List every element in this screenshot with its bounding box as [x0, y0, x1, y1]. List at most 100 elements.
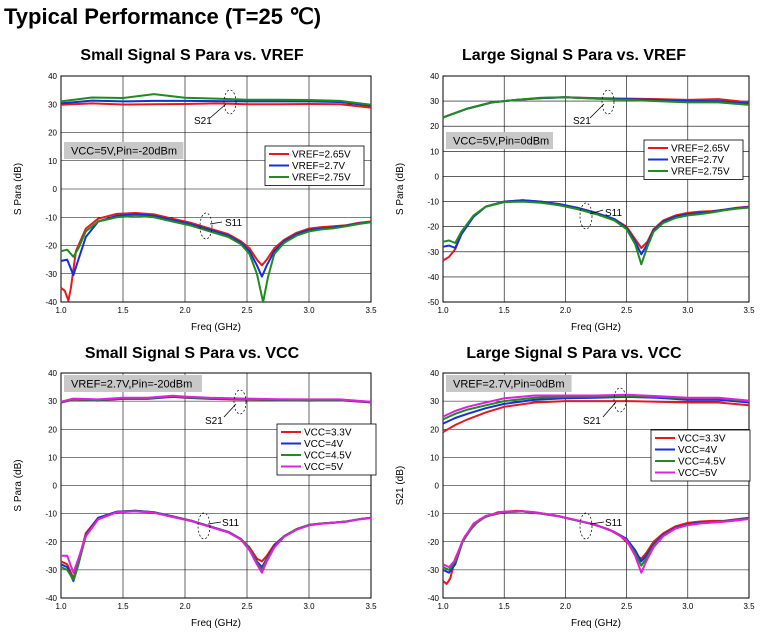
- y-tick-label: -30: [45, 270, 57, 279]
- y-axis-label: S21 (dB): [395, 466, 406, 505]
- series-s11-line-2: [442, 199, 750, 256]
- y-tick-label: 0: [53, 482, 58, 491]
- chart-title: Large Signal S Para vs. VREF: [462, 47, 686, 64]
- y-tick-label: 20: [430, 425, 439, 434]
- y-tick-label: -20: [427, 223, 439, 232]
- condition-label: VCC=5V,Pin=0dBm: [453, 136, 549, 148]
- series-s11-line-3: [60, 214, 372, 303]
- x-tick-label: 3.5: [365, 306, 377, 315]
- x-tick-label: 1.0: [55, 306, 67, 315]
- legend-entry: VCC=4V: [678, 445, 718, 456]
- y-axis-label: S Para (dB): [13, 459, 24, 511]
- series-s11-line-4: [442, 510, 750, 574]
- page-title: Typical Performance (T=25 ℃): [4, 4, 322, 29]
- annotation-ellipse: [579, 512, 593, 540]
- chart-title: Small Signal S Para vs. VREF: [80, 47, 303, 64]
- x-tick-label: 2.5: [241, 306, 253, 315]
- y-axis-label: S Para (dB): [13, 163, 24, 215]
- x-tick-label: 1.5: [117, 306, 129, 315]
- y-tick-label: -30: [45, 566, 57, 575]
- legend-entry: VCC=4.5V: [678, 457, 726, 468]
- chart-title: Large Signal S Para vs. VCC: [466, 345, 682, 362]
- x-tick-label: 3.0: [303, 602, 315, 611]
- chart-title: Small Signal S Para vs. VCC: [85, 345, 300, 362]
- legend-entry: VREF=2.75V: [292, 173, 351, 184]
- x-tick-label: 1.5: [117, 602, 129, 611]
- x-tick-label: 3.5: [743, 602, 755, 611]
- chart-panel-2: Large Signal S Para vs. VREF 1.0 1.5 2.0 2.5…: [395, 47, 755, 333]
- y-tick-label: 40: [48, 369, 57, 378]
- x-axis-label: Freq (GHz): [191, 322, 241, 333]
- x-tick-label: 1.0: [437, 602, 449, 611]
- plot-frame: [60, 75, 372, 303]
- annotation-s11: S11: [605, 518, 622, 529]
- legend-entry: VCC=4.5V: [304, 451, 352, 462]
- series-s11-line-3: [442, 200, 750, 266]
- x-tick-label: 2.0: [560, 306, 572, 315]
- annotation-s21: S21: [194, 116, 212, 127]
- series-s11-line-2: [60, 509, 372, 583]
- y-tick-label: 20: [48, 129, 57, 138]
- y-tick-label: 40: [430, 72, 439, 81]
- condition-box: [64, 142, 184, 159]
- x-tick-label: 2.0: [179, 602, 191, 611]
- annotation-s21: S21: [583, 416, 601, 427]
- x-tick-label: 2.5: [621, 602, 633, 611]
- annotation-ellipse: [579, 202, 593, 230]
- y-tick-label: 10: [48, 453, 57, 462]
- legend-entry: VCC=3.3V: [678, 434, 726, 445]
- x-tick-label: 3.0: [682, 602, 694, 611]
- y-tick-label: -30: [427, 566, 439, 575]
- y-tick-label: 40: [48, 72, 57, 81]
- x-axis-label: Freq (GHz): [571, 618, 621, 629]
- x-tick-label: 1.5: [499, 602, 511, 611]
- y-tick-label: -20: [427, 538, 439, 547]
- y-tick-label: -30: [427, 248, 439, 257]
- y-tick-label: 20: [48, 425, 57, 434]
- legend-entry: VCC=3.3V: [304, 428, 352, 439]
- x-tick-label: 2.5: [241, 602, 253, 611]
- annotation-arrow: [223, 403, 237, 418]
- condition-label: VCC=5V,Pin=-20dBm: [71, 146, 177, 158]
- legend-entry: VREF=2.75V: [671, 167, 730, 178]
- y-axis-label: S Para (dB): [395, 163, 406, 215]
- y-tick-label: 0: [435, 172, 440, 181]
- y-tick-label: -50: [427, 298, 439, 307]
- y-tick-label: -20: [45, 538, 57, 547]
- y-tick-label: -10: [427, 510, 439, 519]
- x-tick-label: 3.5: [743, 306, 755, 315]
- series-s21-line-4: [442, 393, 750, 418]
- annotation-ellipse: [223, 89, 237, 115]
- chart-panel-4: Large Signal S Para vs. VCC 1.0 1.5 2.0 2.5 3…: [395, 345, 755, 629]
- x-tick-label: 2.5: [621, 306, 633, 315]
- legend-entry: VCC=5V: [678, 468, 718, 479]
- y-tick-label: 0: [435, 482, 440, 491]
- series-s21-line-1: [442, 400, 750, 433]
- chart-panel-1: Small Signal S Para vs. VREF 1.0 1.5 2.0 2.5…: [13, 47, 377, 333]
- chart-panel-3: Small Signal S Para vs. VCC 1.0 1.5 2.0 2.5 3…: [13, 345, 377, 629]
- x-axis-label: Freq (GHz): [191, 618, 241, 629]
- condition-label: VREF=2.7V,Pin=0dBm: [453, 379, 565, 391]
- grid: [60, 372, 372, 599]
- y-tick-label: -10: [45, 510, 57, 519]
- annotation-s11: S11: [225, 218, 242, 229]
- series-s21-line-2: [442, 96, 750, 119]
- series-s21-line-1: [60, 102, 372, 109]
- annotation-arrow: [589, 521, 605, 525]
- annotation-arrow: [209, 103, 227, 119]
- annotation-arrow: [602, 401, 617, 418]
- y-tick-label: 10: [430, 453, 439, 462]
- annotation-s21: S21: [573, 116, 591, 127]
- x-tick-label: 1.0: [55, 602, 67, 611]
- legend-entry: VCC=5V: [304, 462, 344, 473]
- annotation-arrow: [589, 209, 604, 215]
- annotation-arrow: [209, 221, 223, 225]
- plot-frame: [442, 75, 750, 303]
- series-s11-line-3: [442, 510, 750, 571]
- y-tick-label: 0: [53, 185, 58, 194]
- y-tick-label: -10: [427, 198, 439, 207]
- y-tick-label: 30: [48, 397, 57, 406]
- series-s21-line-2: [442, 395, 750, 425]
- series-s11-line-4: [61, 510, 372, 574]
- y-tick-label: 30: [430, 97, 439, 106]
